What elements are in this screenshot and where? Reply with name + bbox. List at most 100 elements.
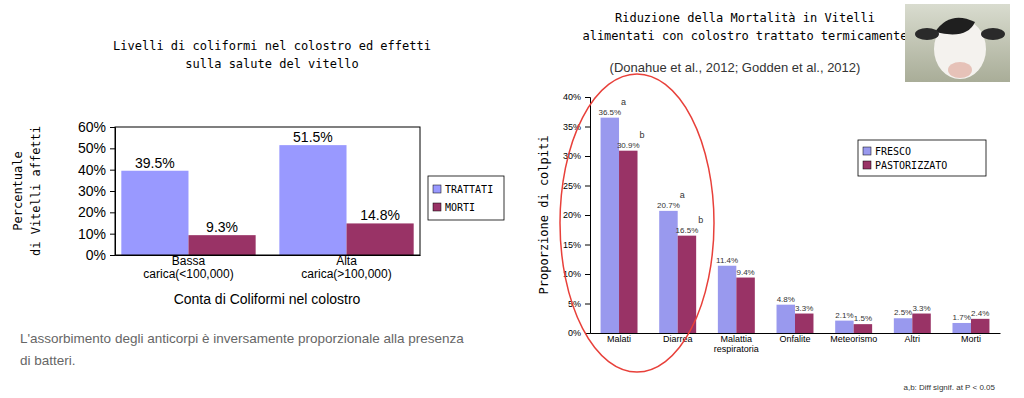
bar	[736, 278, 754, 333]
tick-label: 50%	[78, 140, 106, 156]
tick-label: 40%	[78, 162, 106, 178]
tick-mark	[110, 212, 115, 213]
chart-subtitle: (Donahue et al., 2012; Godden et al., 20…	[610, 60, 861, 75]
x-axis: Bassacarica(<100,000) Altacarica(>100,000…	[116, 254, 421, 281]
bar	[601, 118, 619, 333]
y-tick: 15%	[563, 240, 590, 250]
data-label: 51.5%	[293, 129, 333, 145]
tick-mark	[585, 215, 590, 216]
tick-mark	[585, 304, 590, 305]
data-label: 9.4%	[736, 268, 754, 277]
tick-label: 60%	[78, 119, 106, 135]
tick-label: 20%	[78, 204, 106, 220]
x-axis: MalatiDiarreaMalattiarespiratoriaOnfalit…	[591, 334, 1001, 354]
chart-title: Livelli di coliformi nel colostro ed eff…	[113, 39, 431, 53]
y-tick: 10%	[563, 269, 590, 279]
data-label: 3.3%	[795, 304, 813, 313]
legend: FRESCO PASTORIZZATO	[858, 140, 986, 176]
photo-background	[905, 4, 1010, 82]
photo-calf-ear	[915, 28, 939, 40]
data-label: 30.9%	[617, 141, 640, 150]
data-labels: 36.5%a20.7%a11.4%4.8%2.1%2.5%1.7%30.9%b1…	[598, 97, 989, 324]
tick-mark	[585, 186, 590, 187]
axis-line	[110, 128, 116, 256]
tick-label: 40%	[563, 92, 581, 102]
legend-label: FRESCO	[875, 146, 911, 157]
y-axis-title: Percentuale	[11, 151, 25, 230]
y-axis-title: Proporzione di colpiti	[537, 136, 551, 295]
data-label: 20.7%	[657, 201, 680, 210]
y-tick: 40%	[563, 92, 590, 102]
tick-label: Bassacarica(<100,000)	[143, 254, 233, 281]
bar	[854, 324, 872, 333]
bar	[718, 266, 736, 333]
bar	[777, 305, 795, 333]
tick-mark	[110, 127, 115, 128]
tick-mark	[585, 127, 590, 128]
tick-mark	[585, 274, 590, 275]
tick-label: Altri	[905, 334, 921, 344]
tick-mark	[110, 255, 115, 256]
tick-label: Onfalite	[779, 334, 810, 344]
y-tick: 50%	[78, 140, 115, 156]
tick-mark	[110, 191, 115, 192]
tick-label: 0%	[86, 247, 106, 263]
chart-title: Riduzione della Mortalità in Vitelli	[615, 11, 875, 25]
tick-label: 15%	[563, 240, 581, 250]
y-tick: 10%	[78, 226, 115, 242]
bar	[894, 318, 912, 333]
tick-mark	[110, 170, 115, 171]
data-label: 2.4%	[971, 309, 989, 318]
bar	[279, 145, 346, 255]
x-tick: Altacarica(>100,000)	[301, 254, 391, 281]
data-label: 2.5%	[894, 308, 912, 317]
significance-letter: a	[621, 97, 626, 107]
data-label: 16.5%	[676, 226, 699, 235]
y-tick: 25%	[563, 181, 590, 191]
legend-box	[428, 176, 504, 220]
legend-swatch	[433, 203, 441, 211]
bars	[601, 118, 990, 333]
y-axis: 0% 10% 20% 30% 40% 50% 60%	[78, 119, 116, 263]
data-label: 3.3%	[912, 304, 930, 313]
x-axis-title: Conta di Coliformi nel colostro	[174, 291, 361, 307]
axis-line	[116, 255, 421, 256]
photo-calf-ear	[981, 28, 1005, 40]
tick-mark	[110, 234, 115, 235]
bar	[619, 151, 637, 333]
bar	[347, 223, 414, 255]
y-tick: 0%	[86, 247, 115, 263]
tick-label: Meteorismo	[830, 334, 877, 344]
legend-box	[858, 140, 986, 176]
legend-label: PASTORIZZATO	[875, 160, 947, 171]
data-label: 4.8%	[777, 295, 795, 304]
photo-calf-patch	[935, 18, 975, 35]
x-tick: Bassacarica(<100,000)	[143, 254, 233, 281]
significance-letter: b	[640, 130, 645, 140]
footnote: a,b: Diff signif. at P < 0.05	[903, 383, 995, 392]
y-tick: 20%	[78, 204, 115, 220]
tick-label: 5%	[568, 299, 581, 309]
y-tick: 60%	[78, 119, 115, 135]
photo	[905, 4, 1010, 82]
tick-label: 10%	[78, 226, 106, 242]
x-tick: Altri	[905, 334, 921, 344]
tick-label: 0%	[568, 328, 581, 338]
tick-label: Malati	[607, 334, 631, 344]
x-tick: Malattiarespiratoria	[714, 334, 759, 354]
y-tick: 20%	[563, 210, 590, 220]
highlight-ellipse	[560, 74, 714, 372]
data-label: 39.5%	[135, 155, 175, 171]
bar	[835, 321, 853, 333]
tick-mark	[585, 97, 590, 98]
tick-label: Altacarica(>100,000)	[301, 254, 391, 281]
data-label: 1.5%	[854, 314, 872, 323]
chart-title: alimentati con colostro trattato termica…	[582, 29, 907, 43]
bars	[121, 145, 413, 255]
x-tick: Morti	[961, 334, 981, 344]
axis-line	[585, 98, 591, 334]
bar	[971, 319, 989, 333]
legend-label: TRATTATI	[445, 184, 493, 195]
y-tick: 30%	[78, 183, 115, 199]
data-label: 14.8%	[360, 207, 400, 223]
